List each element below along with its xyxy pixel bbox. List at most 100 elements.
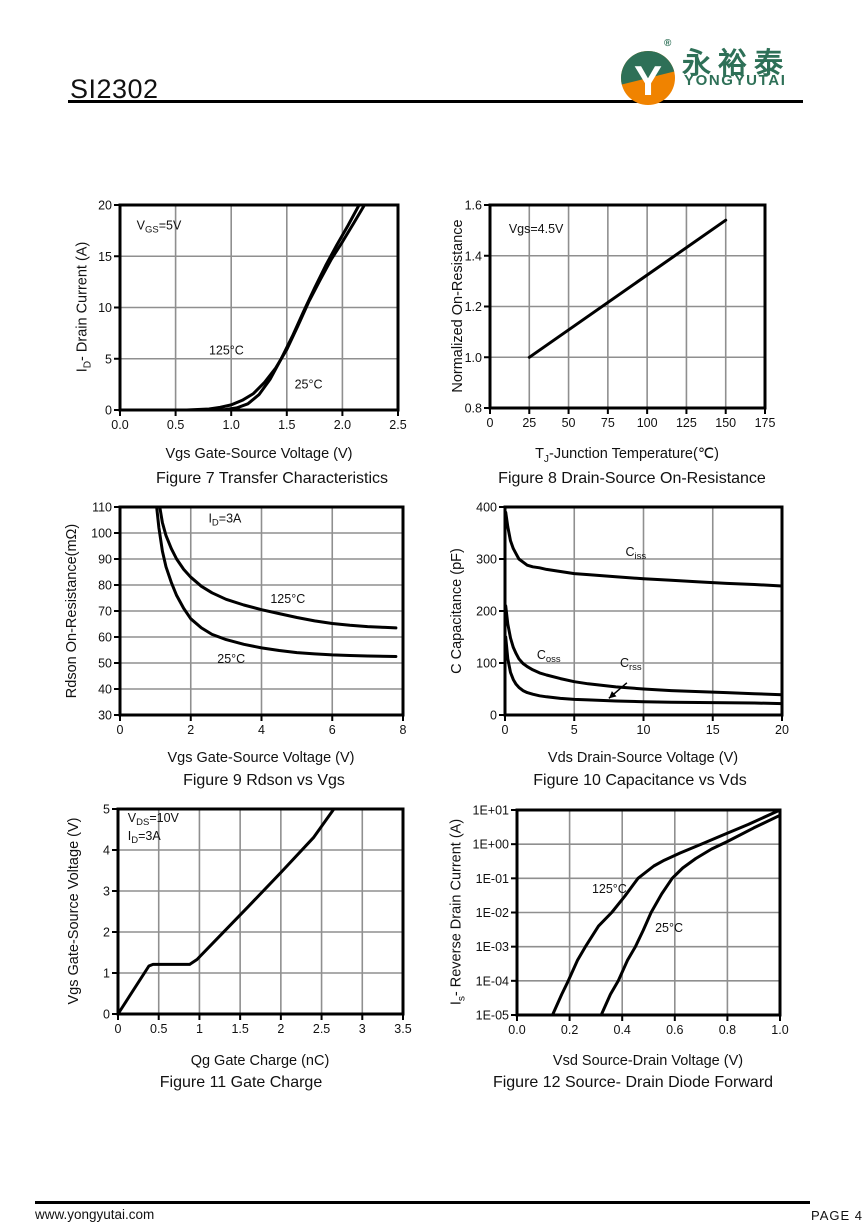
svg-text:125: 125 bbox=[676, 416, 697, 430]
svg-text:1E+00: 1E+00 bbox=[473, 838, 510, 852]
svg-text:5: 5 bbox=[105, 352, 112, 366]
svg-text:20: 20 bbox=[775, 723, 789, 737]
fig9-caption: Figure 9 Rdson vs Vgs bbox=[183, 772, 345, 789]
fig12-y-axis-label: Is- Reverse Drain Current (A) bbox=[448, 818, 468, 1006]
svg-text:50: 50 bbox=[562, 416, 576, 430]
svg-text:1E-04: 1E-04 bbox=[476, 974, 509, 988]
figure-8-chart: 0 25 50 75 100 125 150 175 0.8 1.0 1.2 1.4 1.6 Vgs=4.… bbox=[465, 199, 776, 431]
header-rule bbox=[68, 100, 803, 103]
fig10-x-axis-label: Vds Drain-Source Voltage (V) bbox=[547, 750, 739, 766]
footer-page-number: PAGE 4 bbox=[810, 1208, 863, 1223]
svg-text:15: 15 bbox=[98, 250, 112, 264]
figure-7-chart: 0.0 0.5 1.0 1.5 2.0 2.5 0 5 10 15 20 VGS=5V 125°C 25°… bbox=[98, 199, 407, 433]
svg-text:25°C: 25°C bbox=[655, 921, 683, 935]
svg-text:3.5: 3.5 bbox=[394, 1022, 411, 1036]
svg-text:1.2: 1.2 bbox=[465, 300, 482, 314]
svg-text:0: 0 bbox=[117, 723, 124, 737]
svg-text:125°C: 125°C bbox=[270, 592, 305, 606]
svg-text:10: 10 bbox=[98, 301, 112, 315]
figure-9-chart: 0 2 4 6 8 30 40 50 60 70 80 90 100 110 ID=3A 125°C 25°C bbox=[91, 501, 407, 738]
svg-text:1.0: 1.0 bbox=[223, 418, 240, 432]
logo-brand-cn: 永裕泰 bbox=[682, 48, 791, 80]
svg-text:25°C: 25°C bbox=[295, 377, 323, 391]
svg-text:2.5: 2.5 bbox=[389, 418, 406, 432]
svg-text:3: 3 bbox=[359, 1022, 366, 1036]
svg-text:0.5: 0.5 bbox=[167, 418, 184, 432]
svg-text:Coss: Coss bbox=[537, 648, 561, 665]
svg-text:10: 10 bbox=[637, 723, 651, 737]
svg-text:0.4: 0.4 bbox=[614, 1023, 631, 1037]
svg-text:150: 150 bbox=[715, 416, 736, 430]
svg-text:0: 0 bbox=[105, 404, 112, 418]
fig10-caption: Figure 10 Capacitance vs Vds bbox=[533, 772, 747, 789]
svg-text:75: 75 bbox=[601, 416, 615, 430]
fig8-x-axis-label: TJ-Junction Temperature(℃) bbox=[535, 446, 719, 465]
svg-text:1E-01: 1E-01 bbox=[476, 872, 509, 886]
svg-text:400: 400 bbox=[476, 501, 497, 515]
svg-text:20: 20 bbox=[98, 199, 112, 213]
svg-text:200: 200 bbox=[476, 605, 497, 619]
svg-text:30: 30 bbox=[98, 709, 112, 723]
svg-text:25: 25 bbox=[522, 416, 536, 430]
svg-text:3: 3 bbox=[103, 885, 110, 899]
svg-text:Crss: Crss bbox=[620, 656, 642, 673]
svg-text:0: 0 bbox=[103, 1008, 110, 1022]
svg-text:70: 70 bbox=[98, 605, 112, 619]
svg-text:1: 1 bbox=[196, 1022, 203, 1036]
svg-text:8: 8 bbox=[400, 723, 407, 737]
svg-text:1.6: 1.6 bbox=[465, 199, 482, 213]
svg-text:100: 100 bbox=[91, 527, 112, 541]
svg-text:2.0: 2.0 bbox=[334, 418, 351, 432]
svg-text:60: 60 bbox=[98, 631, 112, 645]
svg-text:80: 80 bbox=[98, 579, 112, 593]
svg-text:Y: Y bbox=[634, 57, 662, 104]
svg-text:VDS=10V: VDS=10V bbox=[128, 811, 180, 828]
svg-text:0: 0 bbox=[490, 709, 497, 723]
svg-text:175: 175 bbox=[755, 416, 776, 430]
svg-text:0: 0 bbox=[502, 723, 509, 737]
fig8-caption: Figure 8 Drain-Source On-Resistance bbox=[498, 470, 766, 487]
svg-text:1.5: 1.5 bbox=[278, 418, 295, 432]
fig10-y-axis-label: C Capacitance (pF) bbox=[449, 548, 465, 674]
svg-text:6: 6 bbox=[329, 723, 336, 737]
svg-text:125°C: 125°C bbox=[209, 344, 244, 358]
svg-text:0: 0 bbox=[115, 1022, 122, 1036]
svg-text:4: 4 bbox=[258, 723, 265, 737]
svg-text:VGS=5V: VGS=5V bbox=[137, 219, 182, 236]
logo-brand-en: YONGYUTAI bbox=[684, 72, 787, 89]
svg-text:5: 5 bbox=[571, 723, 578, 737]
footer-rule bbox=[35, 1201, 810, 1204]
svg-text:40: 40 bbox=[98, 683, 112, 697]
fig9-y-axis-label: Rdson On-Resistance(mΩ) bbox=[64, 523, 80, 699]
svg-text:1.4: 1.4 bbox=[465, 249, 482, 263]
svg-text:0.5: 0.5 bbox=[150, 1022, 167, 1036]
svg-text:0.0: 0.0 bbox=[111, 418, 128, 432]
svg-text:50: 50 bbox=[98, 657, 112, 671]
svg-text:0.0: 0.0 bbox=[508, 1023, 525, 1037]
svg-text:ID=3A: ID=3A bbox=[208, 512, 242, 529]
svg-text:0.8: 0.8 bbox=[465, 402, 482, 416]
svg-text:0.6: 0.6 bbox=[666, 1023, 683, 1037]
footer-website: www.yongyutai.com bbox=[35, 1207, 155, 1222]
yongyutai-logo-icon: Y bbox=[621, 51, 675, 105]
svg-text:1.0: 1.0 bbox=[465, 351, 482, 365]
svg-text:1.5: 1.5 bbox=[231, 1022, 248, 1036]
svg-text:1E-02: 1E-02 bbox=[476, 906, 509, 920]
svg-text:15: 15 bbox=[706, 723, 720, 737]
fig12-caption: Figure 12 Source- Drain Diode Forward bbox=[492, 1074, 774, 1091]
svg-text:25°C: 25°C bbox=[217, 652, 245, 666]
svg-text:125°C: 125°C bbox=[592, 882, 627, 896]
svg-text:300: 300 bbox=[476, 553, 497, 567]
svg-text:1: 1 bbox=[103, 967, 110, 981]
svg-text:ID=3A: ID=3A bbox=[128, 829, 162, 846]
svg-text:2: 2 bbox=[277, 1022, 284, 1036]
svg-text:1E-03: 1E-03 bbox=[476, 940, 509, 954]
fig11-x-axis-label: Qg Gate Charge (nC) bbox=[190, 1053, 330, 1069]
svg-text:100: 100 bbox=[637, 416, 658, 430]
svg-text:90: 90 bbox=[98, 553, 112, 567]
svg-text:110: 110 bbox=[92, 501, 112, 515]
svg-text:Vgs=4.5V: Vgs=4.5V bbox=[509, 222, 564, 236]
page-title: SI2302 bbox=[70, 74, 159, 104]
